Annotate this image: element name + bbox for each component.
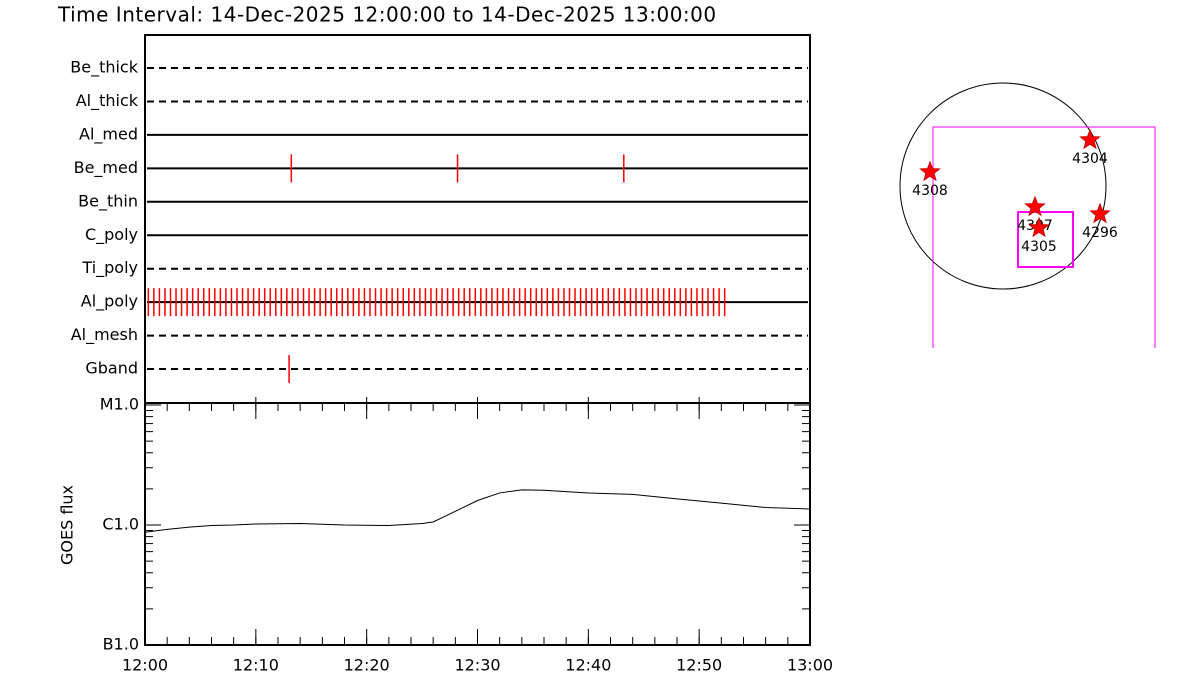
fov-box xyxy=(932,126,1156,348)
x-tick-label: 12:50 xyxy=(676,656,722,675)
region-star xyxy=(919,160,941,182)
x-tick-label: 12:40 xyxy=(565,656,611,675)
row-label: Be_med xyxy=(74,158,138,178)
region-star xyxy=(1079,128,1101,150)
y-tick-label: B1.0 xyxy=(103,635,139,654)
y-tick-label: M1.0 xyxy=(100,395,139,414)
row-label: C_poly xyxy=(85,225,138,245)
row-label: Al_poly xyxy=(81,292,138,312)
row-label: Be_thin xyxy=(78,191,138,211)
row-label: Be_thick xyxy=(70,58,138,78)
y-tick-label: C1.0 xyxy=(102,515,139,534)
region-star xyxy=(1028,216,1050,238)
row-label: Al_med xyxy=(79,124,138,144)
row-label: Gband xyxy=(85,359,138,378)
fov-box xyxy=(1017,211,1074,268)
region-label: 4296 xyxy=(1082,225,1118,241)
panel-frame xyxy=(144,34,811,404)
region-label: 4305 xyxy=(1021,239,1057,255)
y-axis-label: GOES flux xyxy=(58,485,77,565)
chart-title: Time Interval: 14-Dec-2025 12:00:00 to 1… xyxy=(57,3,717,27)
region-star xyxy=(1024,195,1046,217)
x-tick-label: 13:00 xyxy=(787,656,833,675)
x-tick-label: 12:20 xyxy=(344,656,390,675)
region-star xyxy=(1089,202,1111,224)
region-label: 4304 xyxy=(1072,151,1108,167)
sun-disk xyxy=(899,82,1107,290)
goes-line xyxy=(144,489,811,533)
x-tick-label: 12:10 xyxy=(233,656,279,675)
row-label: Al_mesh xyxy=(71,325,138,345)
row-label: Ti_poly xyxy=(81,258,138,278)
x-tick-label: 12:00 xyxy=(122,656,168,675)
x-tick-label: 12:30 xyxy=(454,656,500,675)
region-label: 4308 xyxy=(912,183,948,199)
row-label: Al_thick xyxy=(76,91,139,111)
